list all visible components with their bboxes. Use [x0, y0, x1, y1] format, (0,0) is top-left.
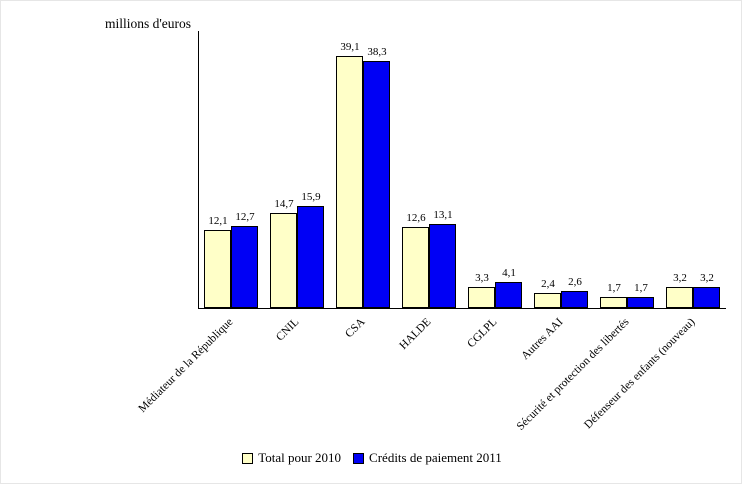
bar-series0-cat1	[270, 213, 297, 308]
value-label: 12,1	[208, 215, 228, 227]
value-label: 12,6	[406, 212, 426, 224]
value-label: 2,4	[541, 278, 555, 290]
plot-area: 12,1 12,7 14,7 15,9 39,1 38,3 12,6 13,1 3,3 4,1 2,…	[198, 31, 726, 308]
value-label: 14,7	[274, 198, 294, 210]
value-label: 39,1	[340, 41, 360, 53]
value-label: 3,2	[673, 272, 687, 284]
legend-item-series0: Total pour 2010	[242, 450, 341, 466]
legend: Total pour 2010 Crédits de paiement 2011	[1, 450, 741, 466]
bar-series0-cat2	[336, 56, 363, 308]
y-axis	[198, 31, 199, 309]
value-label: 3,3	[475, 272, 489, 284]
bar-series1-cat2	[363, 61, 390, 308]
value-label: 4,1	[502, 267, 516, 279]
bar-series1-cat3	[429, 224, 456, 308]
value-label: 1,7	[607, 282, 621, 294]
legend-label: Total pour 2010	[258, 450, 342, 465]
value-label: 12,7	[235, 211, 255, 223]
bar-series0-cat7	[666, 287, 693, 308]
legend-swatch-icon	[242, 452, 254, 464]
bar-series1-cat0	[231, 226, 258, 308]
value-label: 1,7	[634, 282, 648, 294]
bar-series0-cat4	[468, 287, 495, 308]
legend-label: Crédits de paiement 2011	[369, 450, 502, 465]
legend-item-series1: Crédits de paiement 2011	[353, 450, 502, 466]
x-axis-labels: Médiateur de la République CNIL CSA HALDE CG…	[136, 314, 726, 464]
value-label: 38,3	[367, 46, 387, 58]
bar-series0-cat3	[402, 227, 429, 308]
bar-series1-cat6	[627, 297, 654, 308]
bar-series0-cat0	[204, 230, 231, 308]
bar-series0-cat6	[600, 297, 627, 308]
y-axis-label: millions d'euros	[104, 16, 191, 31]
bar-series1-cat5	[561, 291, 588, 308]
bar-series1-cat4	[495, 282, 522, 308]
value-label: 15,9	[301, 191, 321, 203]
value-label: 3,2	[700, 272, 714, 284]
x-axis	[198, 308, 726, 309]
legend-swatch-icon	[353, 452, 365, 464]
bar-series0-cat5	[534, 293, 561, 308]
value-label: 13,1	[433, 209, 453, 221]
value-label: 2,6	[568, 276, 582, 288]
bar-series1-cat7	[693, 287, 720, 308]
bar-series1-cat1	[297, 206, 324, 308]
